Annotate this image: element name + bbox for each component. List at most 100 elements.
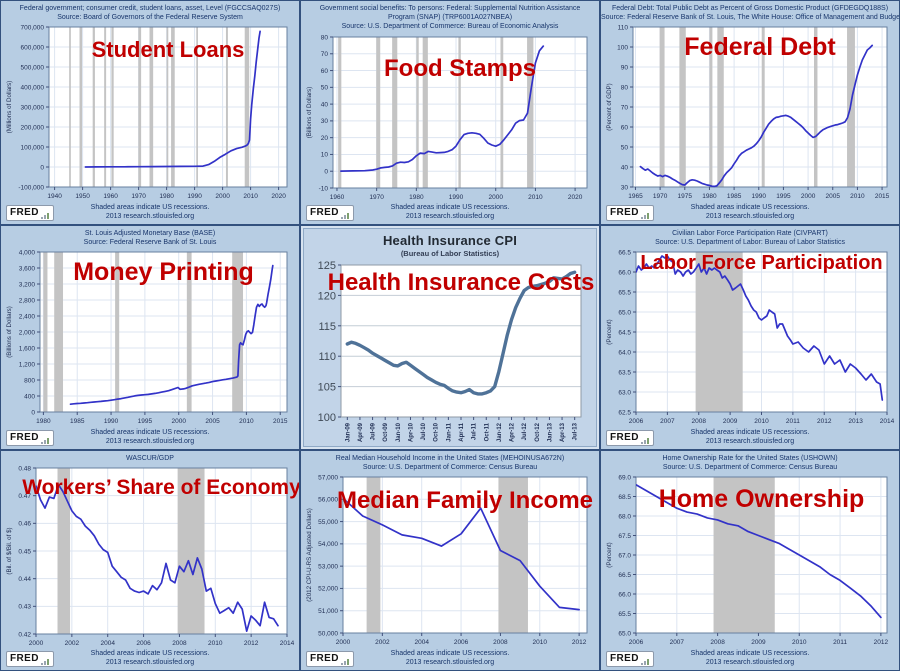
svg-text:0.42: 0.42 bbox=[18, 632, 31, 639]
overlay-label: Labor Force Participation bbox=[640, 252, 883, 275]
svg-text:500,000: 500,000 bbox=[21, 65, 45, 72]
fred-logo-text: FRED bbox=[10, 207, 39, 218]
svg-text:200,000: 200,000 bbox=[21, 125, 45, 132]
svg-text:2020: 2020 bbox=[271, 193, 286, 200]
svg-text:2000: 2000 bbox=[171, 418, 186, 425]
svg-text:68.0: 68.0 bbox=[618, 514, 631, 521]
overlay-label: Food Stamps bbox=[383, 54, 537, 82]
chart-footer: Shaded areas indicate US recessions. 201… bbox=[301, 202, 599, 224]
fred-logo-text: FRED bbox=[310, 653, 339, 664]
svg-text:65.5: 65.5 bbox=[618, 611, 631, 618]
org-credit: 2013 research.stlouisfed.org bbox=[705, 437, 795, 445]
chart-title: Real Median Household Income in the Unit… bbox=[335, 455, 565, 472]
fred-logo: FRED bbox=[606, 651, 654, 667]
svg-text:50,000: 50,000 bbox=[318, 631, 338, 638]
svg-text:63.0: 63.0 bbox=[618, 390, 631, 397]
svg-text:2010: 2010 bbox=[208, 640, 223, 647]
svg-text:100,000: 100,000 bbox=[21, 145, 45, 152]
svg-text:1980: 1980 bbox=[159, 193, 174, 200]
overlay-label: Student Loans bbox=[91, 37, 245, 63]
svg-text:51,000: 51,000 bbox=[318, 608, 338, 615]
org-credit: 2013 research.stlouisfed.org bbox=[105, 212, 195, 220]
chart-title: WASCUR/GDP bbox=[126, 455, 174, 462]
chart-title: Civilian Labor Force Participation Rate … bbox=[655, 230, 845, 247]
sparkline-bars-icon bbox=[40, 658, 50, 665]
svg-text:2006: 2006 bbox=[454, 639, 469, 646]
svg-text:0.47: 0.47 bbox=[18, 493, 31, 500]
svg-text:1985: 1985 bbox=[70, 418, 85, 425]
recession-note: Shaded areas indicate US recessions. bbox=[390, 649, 510, 657]
svg-text:2006: 2006 bbox=[629, 639, 644, 646]
svg-text:Apr-09: Apr-09 bbox=[358, 422, 364, 442]
svg-text:10: 10 bbox=[321, 151, 329, 158]
svg-text:2004: 2004 bbox=[414, 639, 429, 646]
svg-text:2020: 2020 bbox=[568, 194, 583, 201]
svg-text:(Percent of GDP): (Percent of GDP) bbox=[606, 84, 613, 131]
svg-text:2010: 2010 bbox=[239, 418, 254, 425]
svg-text:1,600: 1,600 bbox=[19, 346, 36, 353]
svg-text:Oct-09: Oct-09 bbox=[383, 422, 389, 441]
svg-text:2010: 2010 bbox=[850, 193, 865, 200]
svg-text:Jul-09: Jul-09 bbox=[371, 422, 377, 440]
svg-text:30: 30 bbox=[621, 185, 629, 192]
chart-median-family-income: Real Median Household Income in the Unit… bbox=[300, 450, 600, 671]
svg-text:1980: 1980 bbox=[702, 193, 717, 200]
svg-text:65.0: 65.0 bbox=[618, 631, 631, 638]
svg-text:1990: 1990 bbox=[104, 418, 119, 425]
svg-text:66.5: 66.5 bbox=[618, 250, 631, 257]
plot-area: 62.5 63.0 63.5 64.0 64.5 65.0 65.5 66.0 66.5 2006… bbox=[604, 248, 896, 426]
svg-text:(Percent): (Percent) bbox=[606, 543, 613, 568]
svg-text:40: 40 bbox=[621, 165, 629, 172]
svg-text:Jul-11: Jul-11 bbox=[472, 422, 478, 440]
chart-footer: Shaded areas indicate US recessions. 201… bbox=[1, 648, 299, 670]
svg-text:Oct-10: Oct-10 bbox=[434, 422, 440, 441]
svg-text:2002: 2002 bbox=[65, 640, 80, 647]
recession-note: Shaded areas indicate US recessions. bbox=[690, 203, 810, 211]
svg-text:2011: 2011 bbox=[786, 418, 800, 425]
svg-text:2012: 2012 bbox=[874, 639, 889, 646]
fred-logo-text: FRED bbox=[310, 207, 339, 218]
plot-area: 30 40 50 60 70 80 90 100 110 1965 1970 1975 1980 1985… bbox=[604, 23, 896, 201]
recession-note: Shaded areas indicate US recessions. bbox=[90, 428, 210, 436]
chart-food-stamps: Government social benefits: To persons: … bbox=[300, 0, 600, 225]
plot-area: -100,000 0 100,000 200,000 300,000 400,000 500… bbox=[4, 23, 296, 201]
chart-footer: Shaded areas indicate US recessions. 201… bbox=[1, 427, 299, 449]
chart-title: Health Insurance CPI (Bureau of Labor Sta… bbox=[382, 233, 518, 259]
svg-text:50: 50 bbox=[621, 145, 629, 152]
svg-text:2008: 2008 bbox=[692, 418, 707, 425]
svg-text:(Millions of Dollars): (Millions of Dollars) bbox=[6, 81, 13, 134]
svg-text:2,000: 2,000 bbox=[19, 330, 36, 337]
svg-text:50: 50 bbox=[321, 84, 329, 91]
svg-text:1995: 1995 bbox=[776, 193, 791, 200]
sparkline-bars-icon bbox=[640, 658, 650, 665]
svg-text:54,000: 54,000 bbox=[318, 542, 338, 549]
svg-text:55,000: 55,000 bbox=[318, 519, 338, 526]
plot-area: 0 400 800 1,200 1,600 2,000 2,400 2,800 3,200 3,6… bbox=[4, 248, 296, 426]
svg-text:2008: 2008 bbox=[493, 639, 508, 646]
chart-home-ownership: Home Ownership Rate for the United State… bbox=[600, 450, 900, 671]
svg-text:400: 400 bbox=[24, 394, 35, 401]
plot-area: 0.42 0.43 0.44 0.45 0.46 0.47 0.48 2000 2002 2004… bbox=[4, 464, 299, 648]
fred-logo: FRED bbox=[6, 651, 54, 667]
svg-text:56,000: 56,000 bbox=[318, 497, 338, 504]
chart-title: St. Louis Adjusted Monetary Base (BASE) S… bbox=[83, 230, 217, 247]
svg-text:1940: 1940 bbox=[47, 193, 62, 200]
svg-text:0.43: 0.43 bbox=[18, 604, 31, 611]
svg-text:Jan-11: Jan-11 bbox=[446, 422, 452, 441]
svg-text:-10: -10 bbox=[319, 185, 329, 192]
svg-text:Jul-10: Jul-10 bbox=[421, 422, 427, 440]
svg-text:Jan-09: Jan-09 bbox=[345, 422, 351, 442]
svg-text:2011: 2011 bbox=[833, 639, 847, 646]
svg-text:400,000: 400,000 bbox=[21, 85, 45, 92]
plot-area: 50,000 51,000 52,000 53,000 54,000 55,000 56,0… bbox=[304, 473, 596, 647]
fred-logo-text: FRED bbox=[10, 432, 39, 443]
plot-area: 100 105 110 115 120 125 Jan-09 Apr-09 Jul-09 Oct-… bbox=[307, 260, 595, 449]
org-credit: 2013 research.stlouisfed.org bbox=[405, 658, 495, 666]
sparkline-bars-icon bbox=[40, 437, 50, 444]
svg-text:2000: 2000 bbox=[488, 194, 503, 201]
svg-text:120: 120 bbox=[318, 290, 336, 302]
svg-text:Apr-10: Apr-10 bbox=[408, 422, 414, 442]
chart-footer: Shaded areas indicate US recessions. 201… bbox=[601, 648, 899, 670]
recession-note: Shaded areas indicate US recessions. bbox=[390, 203, 510, 211]
sparkline-bars-icon bbox=[340, 212, 350, 219]
